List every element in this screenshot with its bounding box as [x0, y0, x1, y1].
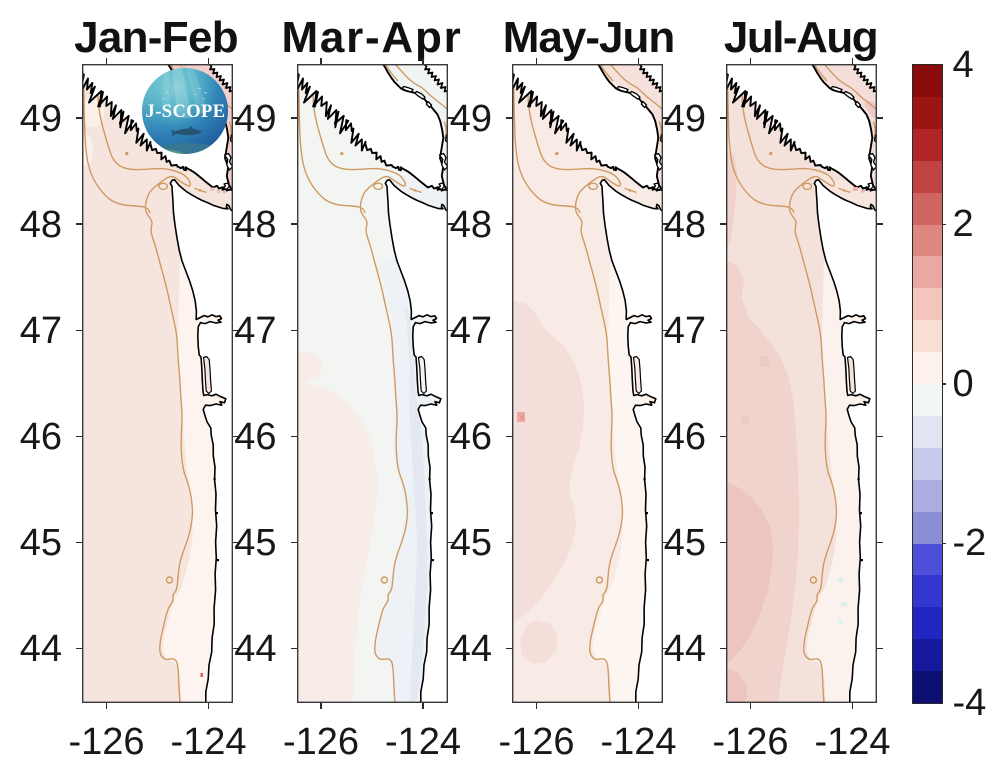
- svg-text:J-SCOPE: J-SCOPE: [146, 102, 226, 122]
